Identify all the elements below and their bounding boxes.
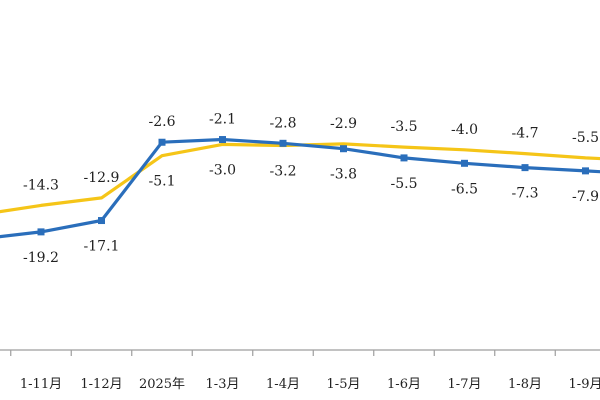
series-2-data-label: -7.3 bbox=[512, 186, 539, 202]
series-2-data-label: -3.8 bbox=[330, 167, 357, 183]
series-1-data-label: -4.7 bbox=[512, 126, 539, 142]
series-1-data-label: -5.5 bbox=[572, 130, 599, 146]
series-1-data-label: -3.0 bbox=[209, 162, 236, 178]
data-labels: -14.3 -12.9 -5.1 -3.0 -3.2 -2.9 -3.5 -4.0 -4.7 -5… bbox=[23, 112, 599, 266]
series-2-point bbox=[400, 154, 408, 162]
series-2-point bbox=[37, 228, 45, 236]
x-tick-label: 1-6月 bbox=[387, 377, 421, 392]
series-1-data-label: -2.9 bbox=[330, 116, 357, 132]
series-1-data-label: -12.9 bbox=[84, 170, 120, 186]
series-2-data-label: -6.5 bbox=[451, 181, 478, 197]
x-axis bbox=[0, 349, 600, 356]
series-lines bbox=[0, 137, 600, 239]
series-1-data-label: -3.2 bbox=[270, 163, 297, 179]
series-line-2 bbox=[0, 137, 600, 239]
x-tick-label: 1-4月 bbox=[266, 377, 300, 392]
series-2-data-label: -2.1 bbox=[209, 112, 236, 128]
x-tick-label: 1-12月 bbox=[80, 377, 122, 392]
x-tick-label: 1-8月 bbox=[508, 377, 542, 392]
series-1-data-label: -4.0 bbox=[451, 122, 478, 138]
x-tick-label: 1-11月 bbox=[20, 377, 62, 392]
series-2-point bbox=[521, 164, 529, 172]
x-tick-label: 1-5月 bbox=[327, 377, 361, 392]
series-2-point bbox=[340, 145, 347, 153]
x-tick-label: 2025年 bbox=[139, 377, 185, 392]
series-2-point bbox=[219, 136, 226, 144]
series-2-data-label: -5.5 bbox=[391, 176, 418, 192]
x-tick-label: 1-3月 bbox=[206, 377, 240, 392]
series-2-point bbox=[279, 139, 287, 147]
series-2-data-label: -2.6 bbox=[149, 114, 176, 130]
x-tick-labels: 年1-11月1-12月2025年1-3月1-4月1-5月1-6月1-7月1-8月… bbox=[20, 377, 600, 392]
series-1-data-label: -5.1 bbox=[149, 174, 176, 190]
x-tick-label: 1-7月 bbox=[448, 377, 482, 392]
series-2-data-label: -17.1 bbox=[84, 239, 120, 255]
series-2-data-label: -7.9 bbox=[572, 189, 599, 205]
series-1-data-label: -14.3 bbox=[23, 177, 59, 193]
series-2-point bbox=[582, 167, 589, 175]
x-tick-label: 1-9月 bbox=[569, 377, 600, 392]
series-2-point bbox=[158, 138, 166, 146]
series-markers bbox=[37, 136, 589, 236]
series-2-point bbox=[461, 159, 468, 167]
series-1-data-label: -3.5 bbox=[391, 119, 418, 135]
series-2-data-label: -19.2 bbox=[23, 250, 59, 266]
series-2-point bbox=[98, 217, 105, 225]
series-2-data-label: -2.8 bbox=[270, 115, 297, 131]
